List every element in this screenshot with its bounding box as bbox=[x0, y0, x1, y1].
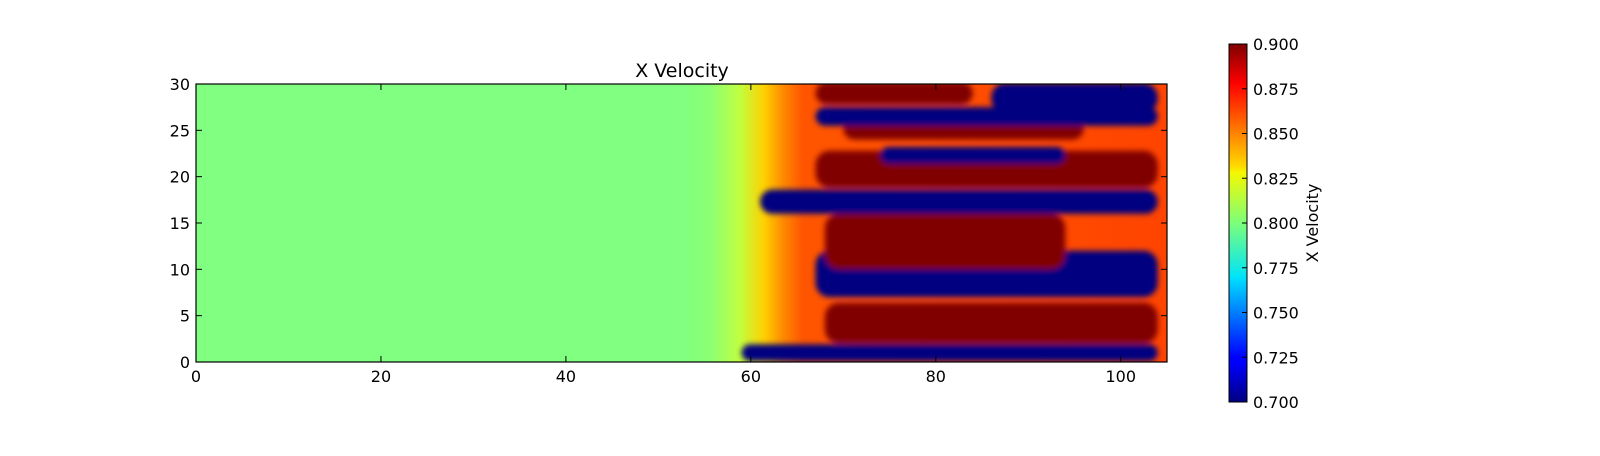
colorbar-label: X Velocity bbox=[1303, 184, 1322, 263]
y-tick-label: 0 bbox=[180, 353, 190, 372]
x-tick-label: 100 bbox=[1105, 367, 1136, 386]
heatmap-band bbox=[760, 189, 1158, 214]
colorbar-tick-label: 0.725 bbox=[1253, 348, 1299, 367]
y-tick-label: 25 bbox=[170, 121, 190, 140]
colorbar-tick-label: 0.775 bbox=[1253, 259, 1299, 278]
y-tick-label: 20 bbox=[170, 168, 190, 187]
heatmap-band bbox=[815, 84, 973, 105]
heatmap-bands bbox=[741, 84, 1158, 362]
x-axis: 0 20 40 60 80 100 bbox=[191, 84, 1136, 386]
y-tick-label: 5 bbox=[180, 307, 190, 326]
heatmap-band bbox=[741, 344, 1158, 362]
x-tick-label: 20 bbox=[371, 367, 391, 386]
y-tick-label: 10 bbox=[170, 260, 190, 279]
x-tick-label: 40 bbox=[556, 367, 576, 386]
colorbar-tick-label: 0.800 bbox=[1253, 214, 1299, 233]
colorbar-tick-label: 0.850 bbox=[1253, 125, 1299, 144]
y-tick-label: 30 bbox=[170, 75, 190, 94]
heatmap-band bbox=[880, 147, 1066, 164]
x-tick-label: 80 bbox=[926, 367, 946, 386]
colorbar-tick-label: 0.875 bbox=[1253, 80, 1299, 99]
y-axis: 0 5 10 15 20 25 30 bbox=[170, 75, 1167, 372]
heatmap-band bbox=[991, 84, 1158, 113]
heatmap-band bbox=[824, 302, 1158, 344]
colorbar-tick-label: 0.700 bbox=[1253, 393, 1299, 412]
colorbar-tick-label: 0.750 bbox=[1253, 304, 1299, 323]
heatmap-band bbox=[824, 213, 1066, 270]
colorbar-tick-label: 0.900 bbox=[1253, 35, 1299, 54]
y-tick-label: 15 bbox=[170, 214, 190, 233]
x-tick-label: 0 bbox=[191, 367, 201, 386]
colorbar-tick-label: 0.825 bbox=[1253, 169, 1299, 188]
colorbar-ticks: 0.700 0.725 0.750 0.775 0.800 0.825 0.850 0.875… bbox=[1242, 35, 1299, 412]
chart-title: X Velocity bbox=[635, 60, 729, 82]
plot-area bbox=[195, 83, 1168, 363]
colorbar: 0.700 0.725 0.750 0.775 0.800 0.825 0.850 0.875… bbox=[1228, 35, 1322, 412]
x-tick-label: 60 bbox=[741, 367, 761, 386]
